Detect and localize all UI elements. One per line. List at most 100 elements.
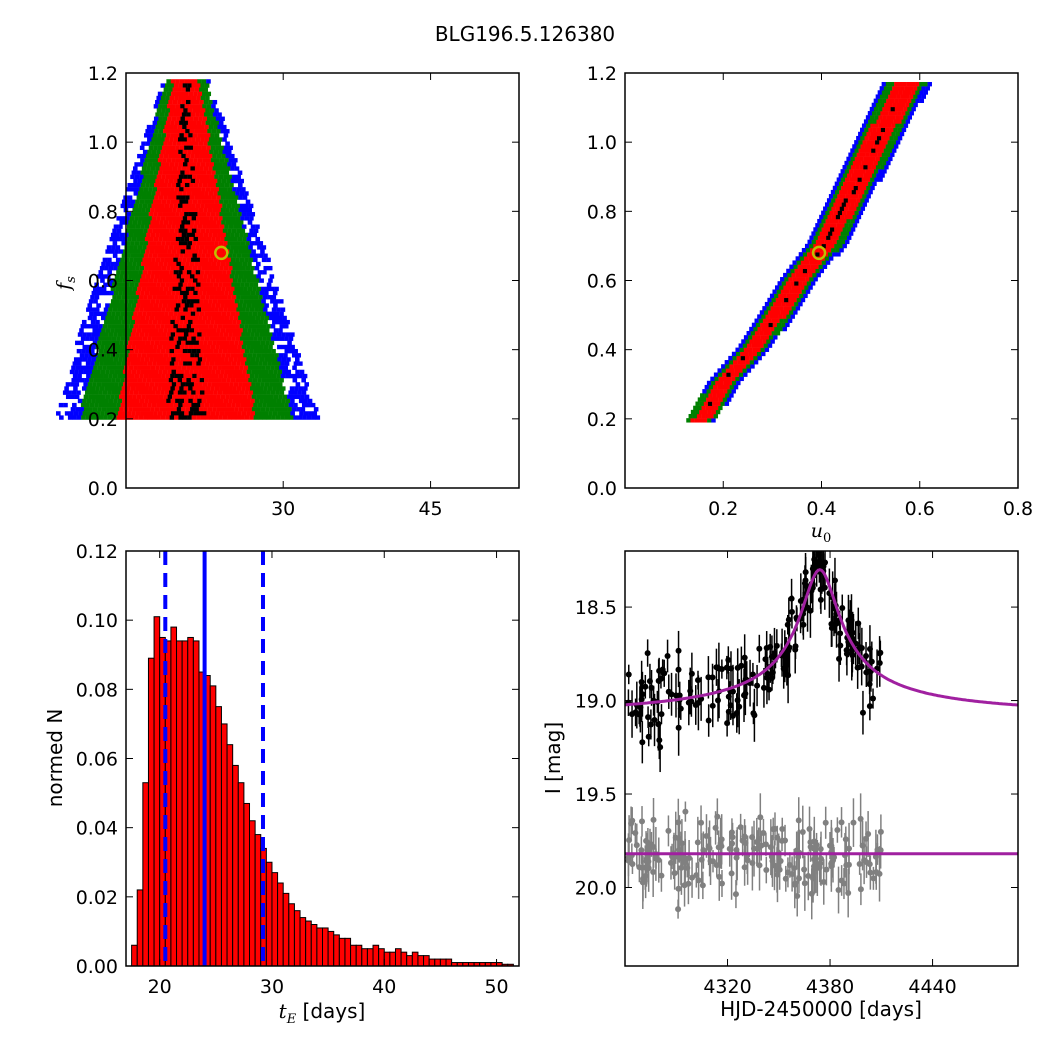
grid-cell — [183, 319, 189, 325]
grid-cell — [836, 231, 841, 236]
grid-cell — [887, 148, 893, 153]
grid-cell — [848, 160, 854, 166]
histogram-bar — [192, 640, 200, 967]
grid-cell — [246, 357, 251, 362]
y-tick-label: 1.0 — [88, 132, 118, 154]
grid-cell — [802, 268, 808, 274]
grid-cell — [170, 265, 176, 271]
data-point — [718, 880, 725, 887]
grid-cell — [721, 364, 726, 369]
grid-cell — [787, 285, 792, 290]
grid-cell — [271, 373, 277, 379]
grid-cell — [227, 415, 232, 420]
grid-cell — [218, 216, 223, 221]
grid-cell — [772, 310, 777, 315]
grid-cell — [900, 86, 905, 91]
grid-cell — [212, 365, 218, 370]
grid-cell — [222, 415, 228, 420]
grid-cell — [91, 357, 97, 362]
grid-cell — [842, 243, 847, 249]
data-point — [686, 855, 693, 862]
grid-cell — [124, 390, 130, 395]
grid-cell — [197, 332, 202, 337]
grid-cell — [143, 174, 149, 180]
grid-cell — [257, 311, 262, 317]
grid-cell — [75, 407, 80, 412]
grid-cell — [743, 335, 749, 340]
grid-cell — [262, 295, 268, 300]
y-axis-label: normed N — [43, 709, 67, 808]
grid-cell — [812, 272, 817, 278]
grid-cell — [188, 332, 193, 337]
grid-cell — [884, 94, 889, 99]
grid-cell — [199, 99, 204, 105]
grid-cell — [230, 324, 236, 329]
grid-cell — [204, 203, 210, 209]
grid-cell — [300, 407, 306, 412]
grid-cell — [160, 191, 165, 196]
grid-cell — [115, 257, 121, 263]
grid-cell — [255, 261, 261, 267]
grid-cell — [829, 210, 834, 216]
grid-cell — [880, 127, 886, 133]
grid-cell — [882, 98, 887, 103]
grid-cell — [132, 274, 138, 279]
grid-cell — [115, 353, 120, 358]
model-curves — [625, 568, 1018, 856]
grid-cell — [890, 98, 895, 103]
grid-cell — [154, 249, 159, 254]
grid-cell — [756, 347, 761, 352]
grid-cell — [231, 336, 236, 341]
grid-cell — [702, 389, 707, 394]
grid-cell — [147, 348, 153, 354]
grid-cell — [205, 228, 210, 234]
grid-cell — [228, 369, 234, 375]
grid-cell — [202, 104, 207, 109]
grid-cell — [70, 394, 75, 400]
grid-cell — [85, 361, 91, 366]
grid-cell — [142, 216, 148, 221]
grid-cell — [909, 94, 914, 99]
grid-cell — [135, 199, 140, 204]
grid-cell — [156, 95, 162, 101]
grid-cell — [132, 166, 138, 171]
grid-cell — [137, 178, 143, 184]
grid-cell — [701, 413, 706, 419]
grid-cell — [159, 286, 164, 292]
grid-cell — [171, 382, 177, 387]
grid-cell — [206, 158, 212, 163]
grid-cell — [204, 378, 209, 383]
grid-cell — [280, 373, 286, 379]
grid-cell — [138, 282, 144, 287]
grid-cell — [86, 398, 92, 404]
grid-cell — [807, 239, 812, 245]
grid-cell — [274, 353, 279, 358]
grid-cell — [109, 411, 114, 416]
grid-cell — [220, 182, 225, 188]
grid-cell — [129, 270, 135, 275]
grid-cell — [133, 203, 139, 209]
grid-cell — [833, 194, 838, 199]
grid-cell — [853, 169, 858, 174]
grid-cell — [233, 261, 239, 267]
grid-cell — [259, 398, 264, 404]
grid-cell — [203, 340, 208, 346]
grid-cell — [180, 328, 186, 333]
grid-cell — [757, 355, 762, 361]
grid-cell — [116, 348, 122, 354]
grid-cell — [893, 135, 899, 141]
grid-cell — [770, 306, 776, 311]
grid-cell — [801, 247, 807, 253]
grid-cell — [89, 378, 94, 383]
grid-cell — [238, 394, 243, 400]
grid-cell — [231, 216, 236, 221]
grid-cell — [266, 257, 271, 263]
grid-cell — [251, 315, 256, 321]
grid-cell — [159, 299, 165, 304]
grid-cell — [815, 231, 820, 236]
grid-cell — [136, 236, 141, 242]
grid-cell — [756, 351, 762, 357]
grid-cell — [156, 402, 161, 408]
histogram-bar — [187, 636, 194, 967]
grid-cell — [150, 178, 156, 184]
